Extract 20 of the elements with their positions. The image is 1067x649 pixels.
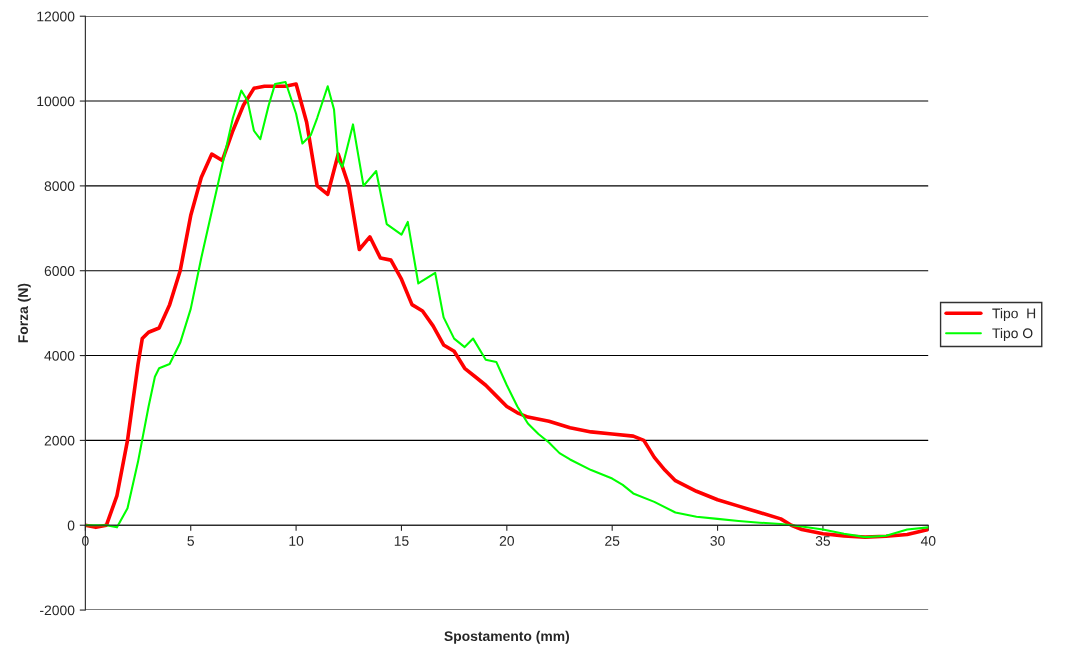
legend-label: Tipo O xyxy=(992,327,1033,341)
y-tick-label: 0 xyxy=(67,520,75,531)
x-axis-title: Spostamento (mm) xyxy=(444,630,570,644)
x-tick-label: 40 xyxy=(920,536,936,546)
x-tick-label: 30 xyxy=(710,536,725,546)
y-axis-title: Forza (N) xyxy=(17,283,31,343)
x-tick-label: 25 xyxy=(605,536,620,546)
y-tick-label: 4000 xyxy=(44,350,75,361)
legend-label: Tipo H xyxy=(992,308,1036,322)
x-tick-label: 10 xyxy=(289,536,304,546)
y-tick-label: 12000 xyxy=(37,11,75,22)
x-tick-label: 35 xyxy=(815,536,831,546)
y-tick-label: 10000 xyxy=(37,96,75,107)
x-tick-label: 20 xyxy=(499,536,515,546)
y-tick-label: 6000 xyxy=(44,266,75,276)
y-tick-label: -2000 xyxy=(40,605,75,616)
x-tick-label: 5 xyxy=(187,536,195,546)
y-tick-label: 8000 xyxy=(44,181,75,192)
x-tick-label: 15 xyxy=(394,536,409,546)
y-tick-label: 2000 xyxy=(44,435,75,446)
